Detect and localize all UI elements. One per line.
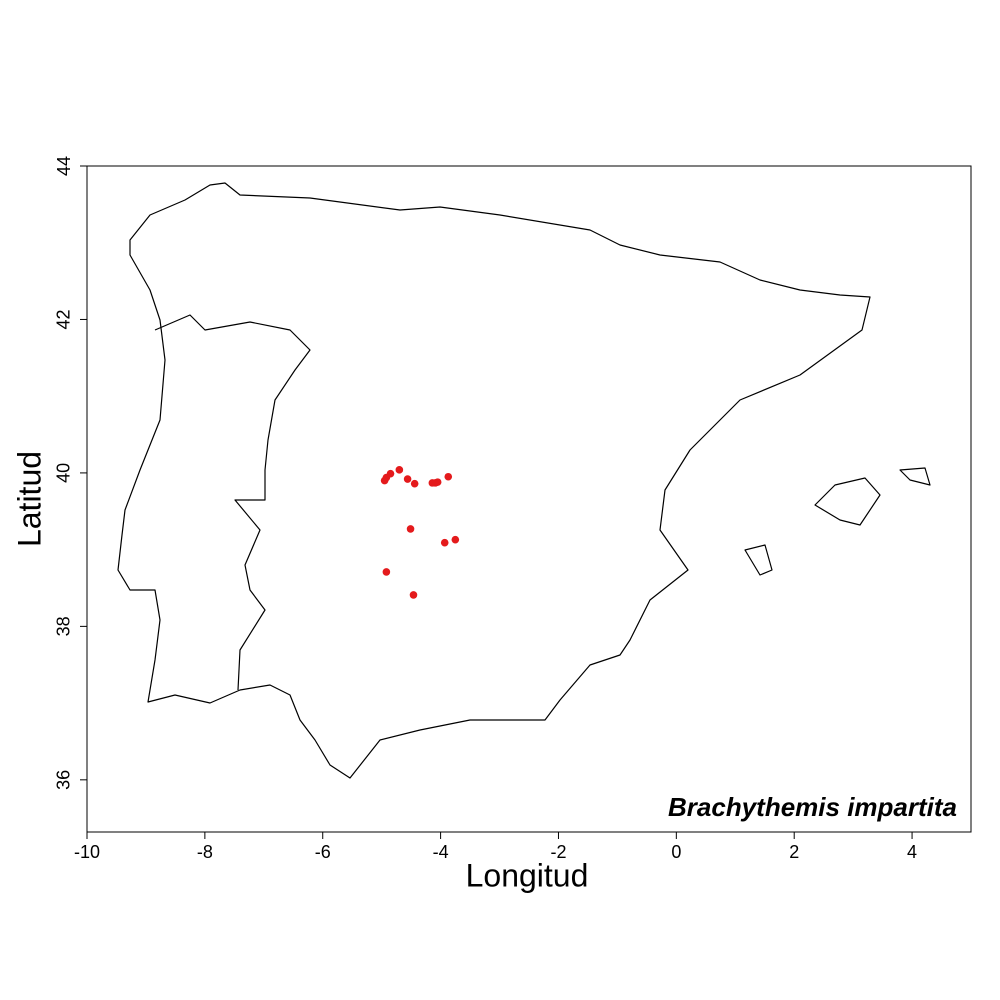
- menorca: [899, 467, 931, 486]
- record-point: [406, 525, 415, 533]
- y-tick-label: 40: [54, 463, 74, 483]
- x-tick-label: 4: [907, 842, 917, 862]
- x-tick-label: -4: [433, 842, 449, 862]
- x-tick-label: -10: [74, 842, 100, 862]
- iberia-outline: [117, 182, 871, 779]
- species-annotation: Brachythemis impartita: [668, 792, 957, 822]
- record-point: [433, 478, 442, 486]
- x-axis-label: Longitud: [466, 857, 589, 893]
- y-tick-label: 38: [54, 616, 74, 636]
- record-point: [409, 591, 418, 599]
- record-point: [382, 568, 391, 576]
- x-tick-label: 0: [671, 842, 681, 862]
- ibiza: [744, 544, 773, 576]
- y-axis-label: Latitud: [11, 451, 47, 547]
- x-tick-label: -2: [550, 842, 566, 862]
- record-point: [410, 479, 419, 488]
- record-point: [444, 472, 453, 481]
- record-point: [403, 475, 412, 483]
- record-point: [451, 535, 460, 544]
- x-tick-label: -6: [315, 842, 331, 862]
- y-tick-label: 44: [54, 156, 74, 176]
- coastline: [117, 182, 931, 779]
- mallorca: [814, 477, 881, 526]
- record-point: [380, 476, 389, 485]
- portugal-border: [154, 314, 311, 691]
- y-tick-label: 42: [54, 309, 74, 329]
- plot-frame: [86, 165, 972, 833]
- record-point: [440, 538, 449, 547]
- x-tick-label: -8: [197, 842, 213, 862]
- y-tick-label: 36: [54, 770, 74, 790]
- x-tick-label: 2: [789, 842, 799, 862]
- record-point: [395, 466, 404, 474]
